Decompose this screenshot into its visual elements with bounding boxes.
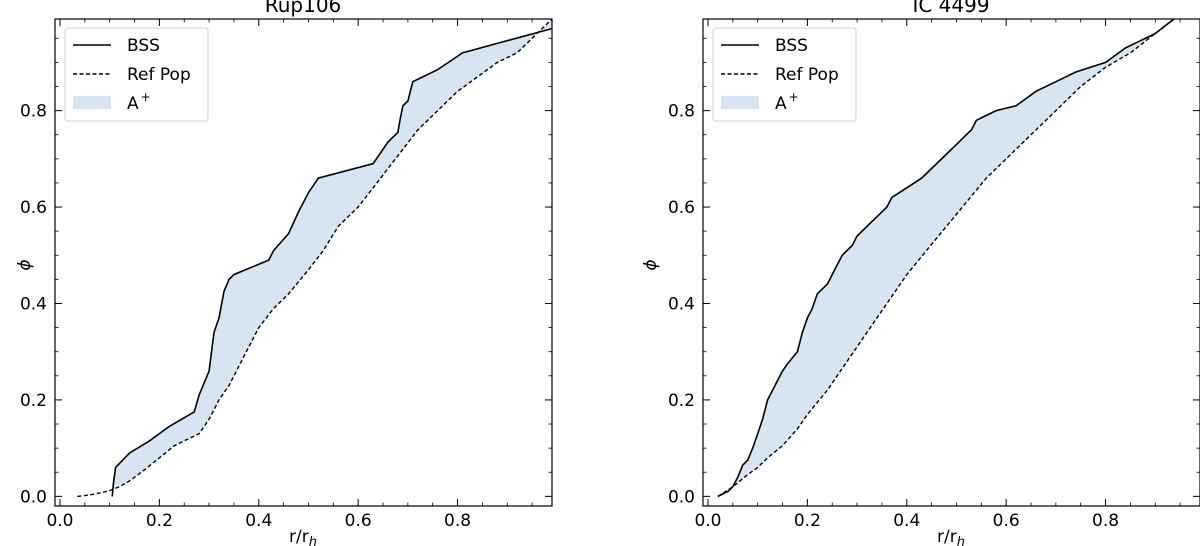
legend-area-label-sup: + (789, 90, 799, 104)
legend-area-swatch (73, 96, 111, 109)
plot-frame (54, 18, 553, 507)
x-tick-label: 0.2 (146, 511, 173, 531)
chart-title: Rup106 (265, 0, 342, 17)
tick-group: 0.0 0.2 0.4 0.6 0.8 0.0 0.2 0.4 0.6 0.8 (668, 19, 1200, 531)
y-tick-label: 0.6 (668, 198, 695, 218)
x-axis-label-main: r/r (289, 527, 309, 546)
x-tick-label: 0.8 (444, 511, 471, 531)
legend: BSS Ref Pop A + (712, 27, 857, 122)
y-tick-label: 0.6 (20, 198, 47, 218)
legend-area-label: A + (775, 90, 799, 114)
y-tick-label: 0.4 (668, 294, 695, 314)
chart-panel-rup106: Rup106 0.0 0.2 0.4 0.6 0.8 0.0 0.2 0.4 0.6 0.8 r/… (15, 0, 553, 546)
y-tick-label: 0.2 (668, 391, 695, 411)
x-axis-label: r/rh (937, 527, 965, 546)
y-axis-label: ϕ (15, 259, 35, 270)
plot-clip-group (77, 19, 552, 498)
legend-area-swatch (721, 96, 759, 109)
legend: BSS Ref Pop A + (64, 27, 209, 122)
y-tick-label: 0.0 (668, 487, 695, 507)
y-tick-label: 0.8 (668, 102, 695, 122)
x-tick-label: 0.0 (46, 511, 73, 531)
legend-bss-label: BSS (775, 36, 808, 56)
legend-refpop-label: Ref Pop (127, 65, 191, 85)
ref-pop-line (717, 19, 1176, 497)
plot-frame (702, 18, 1200, 507)
legend-area-label-sup: + (141, 90, 151, 104)
y-tick-label: 0.0 (20, 487, 47, 507)
a-plus-area (717, 19, 1174, 497)
legend-area-label-main: A (127, 94, 139, 114)
legend-area-label: A + (127, 90, 151, 114)
bss-line (717, 19, 1176, 498)
legend-refpop-label: Ref Pop (775, 65, 839, 85)
x-tick-label: 0.0 (694, 511, 721, 531)
chart-panel-ic4499: IC 4499 0.0 0.2 0.4 0.6 0.8 0.0 0.2 0.4 0.6 0.8 r… (641, 0, 1200, 546)
y-axis-label: ϕ (641, 259, 661, 270)
a-plus-area (112, 19, 552, 497)
x-tick-label: 0.6 (993, 511, 1020, 531)
plot-area (77, 19, 552, 498)
legend-area-label-main: A (775, 94, 787, 114)
ref-pop-line (77, 19, 552, 498)
tick-group: 0.0 0.2 0.4 0.6 0.8 0.0 0.2 0.4 0.6 0.8 (20, 19, 552, 531)
plot-clip-group (717, 19, 1176, 498)
x-axis-label-subscript: h (957, 535, 965, 546)
bss-line (111, 27, 552, 497)
plot-area (717, 19, 1176, 498)
x-axis-label-subscript: h (309, 535, 317, 546)
y-tick-label: 0.8 (20, 102, 47, 122)
chart-title: IC 4499 (912, 0, 989, 17)
x-tick-label: 0.4 (893, 511, 920, 531)
x-axis-label: r/rh (289, 527, 317, 546)
x-tick-label: 0.4 (245, 511, 272, 531)
legend-bss-label: BSS (127, 36, 160, 56)
y-tick-label: 0.4 (20, 294, 47, 314)
x-tick-label: 0.2 (794, 511, 821, 531)
y-tick-label: 0.2 (20, 391, 47, 411)
x-axis-label-main: r/r (937, 527, 957, 546)
x-tick-label: 0.8 (1092, 511, 1119, 531)
x-tick-label: 0.6 (345, 511, 372, 531)
